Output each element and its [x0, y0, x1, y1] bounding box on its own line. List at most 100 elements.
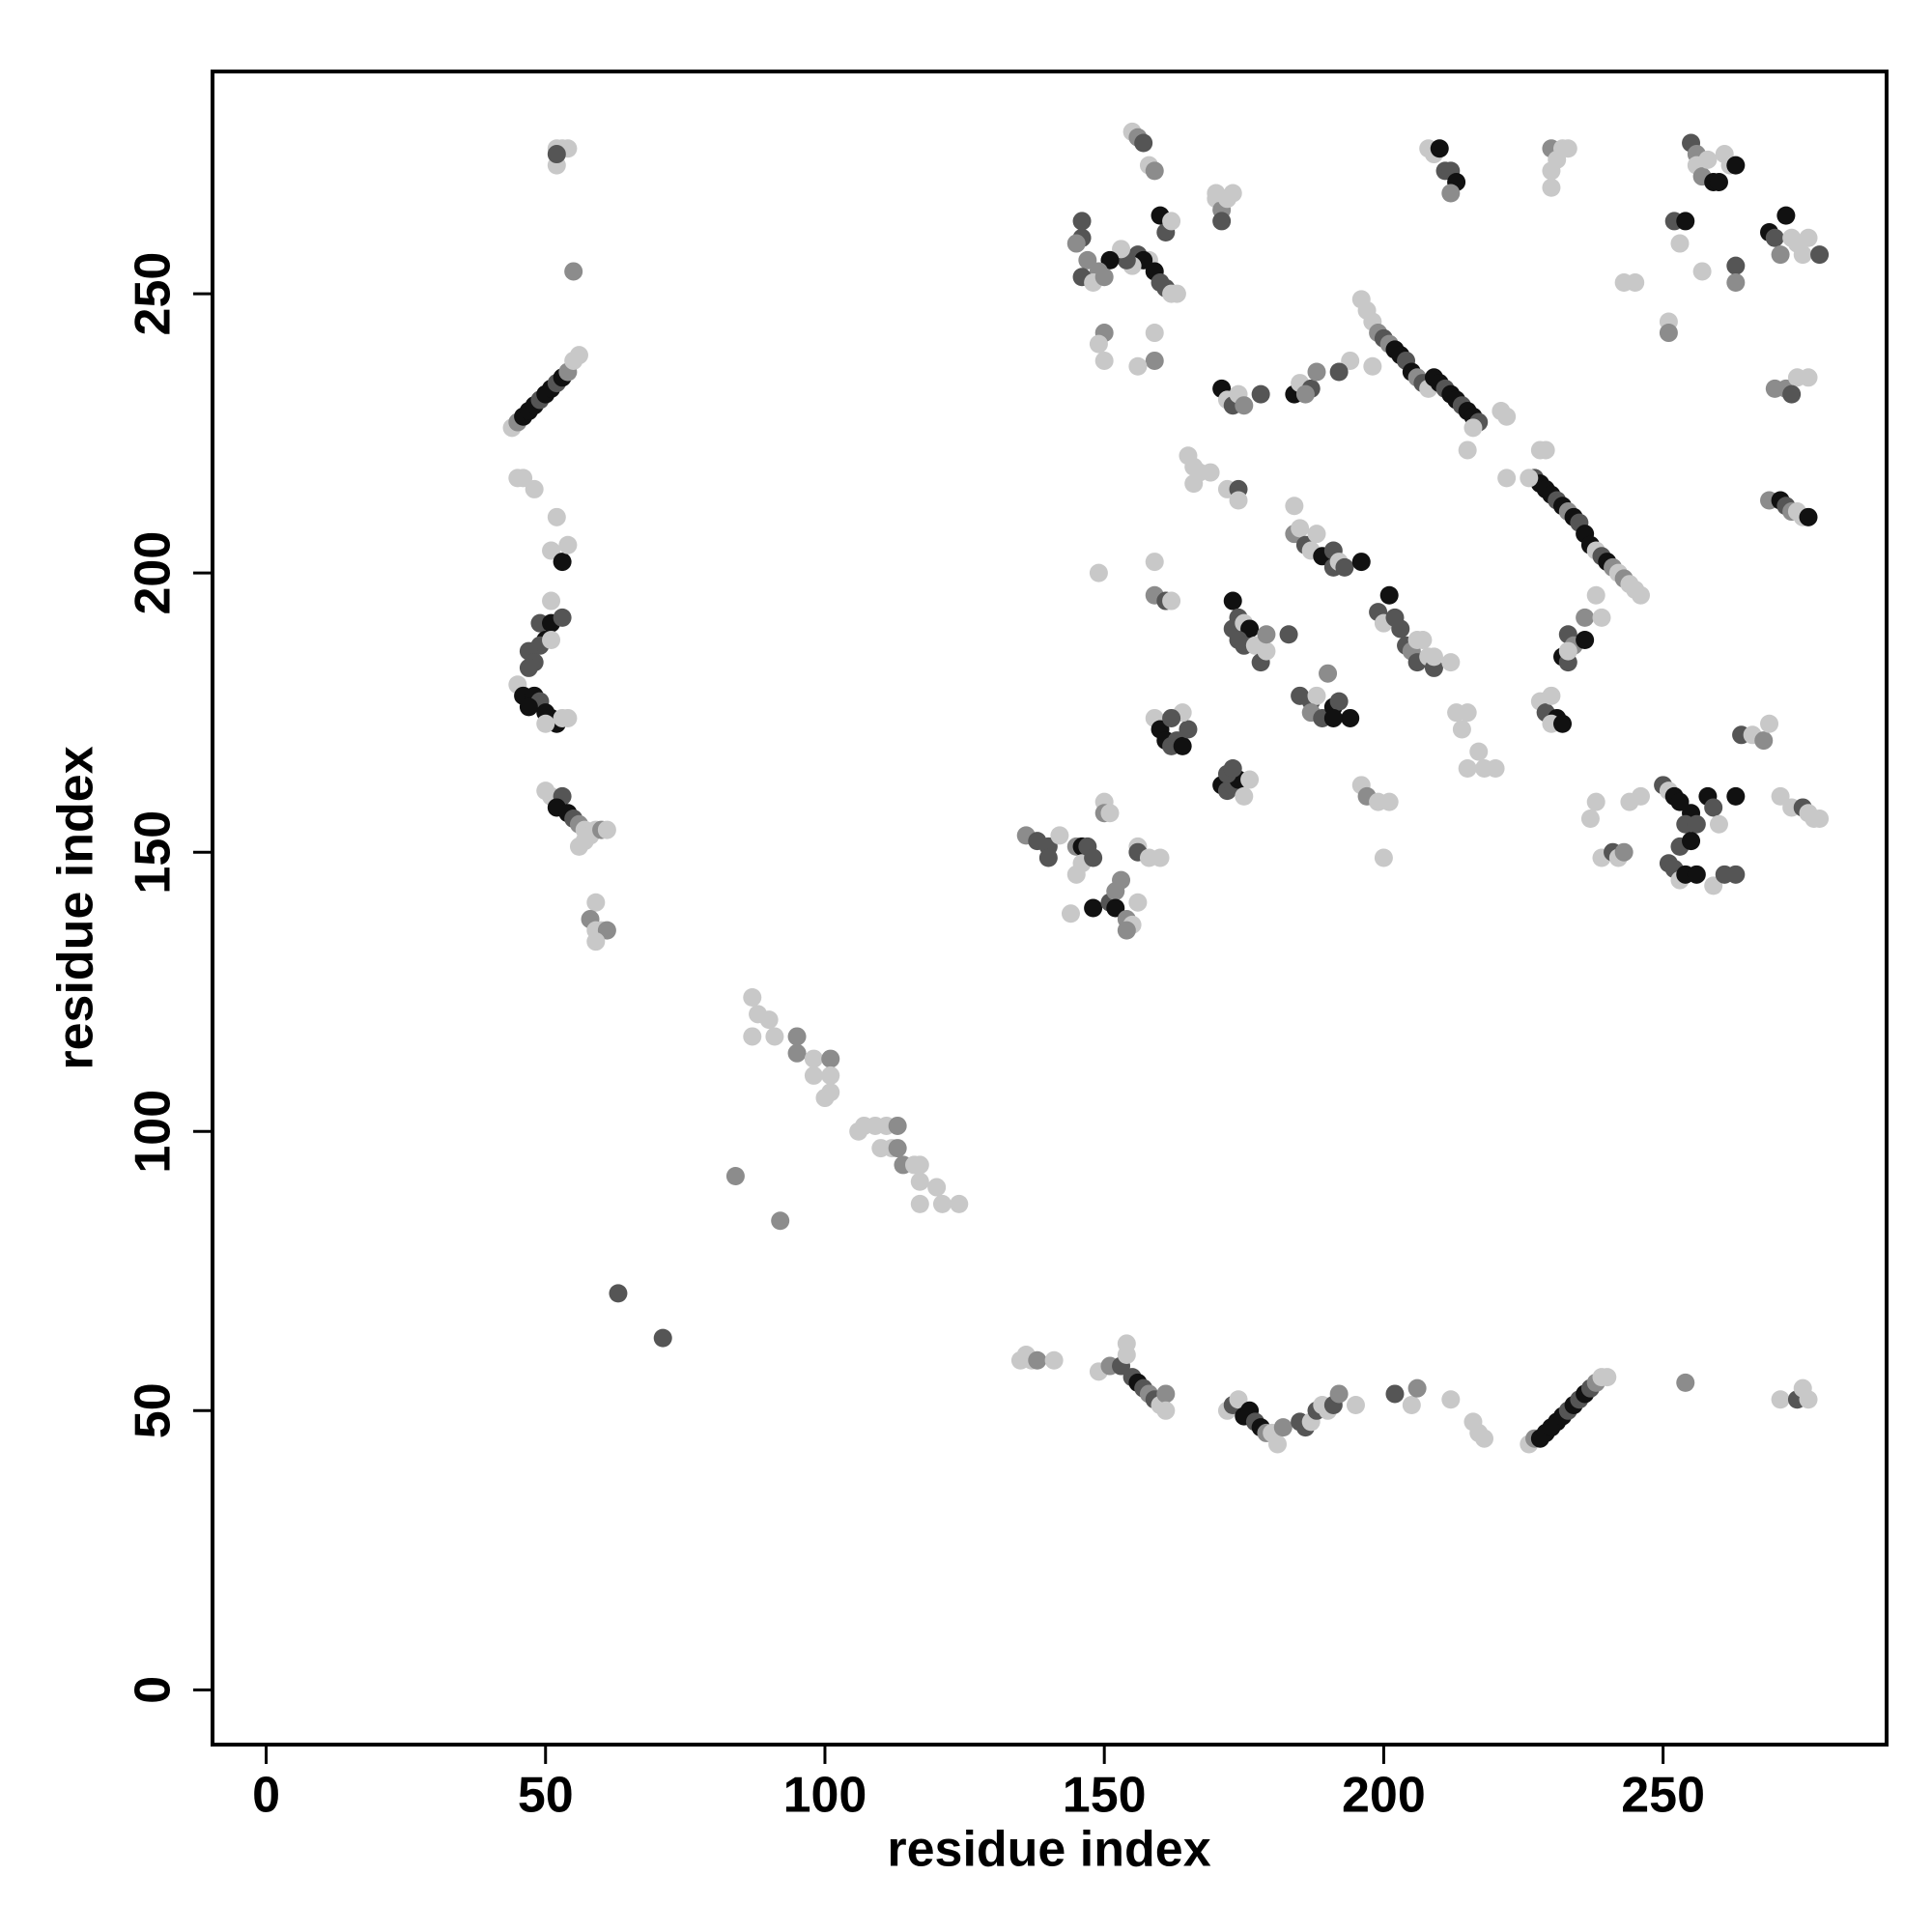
y-axis-label: residue index — [48, 746, 104, 1069]
point — [743, 1027, 762, 1046]
point — [1782, 384, 1802, 404]
point — [1704, 798, 1723, 817]
point — [1413, 631, 1433, 650]
point — [1486, 758, 1505, 778]
point — [1307, 362, 1326, 382]
point — [1084, 898, 1103, 918]
point — [1100, 250, 1120, 270]
point — [1307, 525, 1326, 544]
point — [1145, 324, 1164, 343]
point — [1726, 156, 1746, 175]
point — [1553, 714, 1573, 733]
point — [1402, 1396, 1421, 1415]
point — [514, 469, 533, 488]
point — [1441, 653, 1461, 672]
point — [1089, 563, 1108, 582]
point — [1463, 418, 1483, 438]
point — [1145, 351, 1164, 370]
point — [1223, 591, 1242, 611]
point — [1670, 792, 1690, 811]
point — [1765, 228, 1784, 247]
point — [815, 1089, 835, 1108]
point — [1061, 904, 1080, 923]
point — [1094, 351, 1114, 370]
point — [1626, 273, 1645, 293]
x-tick-label: 200 — [1342, 1768, 1426, 1824]
x-tick-label: 100 — [783, 1768, 867, 1824]
point — [553, 608, 572, 627]
point — [1235, 786, 1254, 806]
point — [1223, 184, 1242, 203]
point — [1151, 848, 1170, 867]
point — [1576, 631, 1595, 650]
y-tick-label: 250 — [126, 252, 182, 336]
point — [1692, 262, 1712, 281]
point — [542, 631, 561, 650]
point — [553, 553, 572, 572]
point — [1229, 491, 1248, 510]
point — [1173, 736, 1192, 755]
point — [1558, 641, 1577, 661]
x-axis-label: residue index — [887, 1822, 1210, 1878]
point — [765, 1027, 784, 1046]
point — [1240, 770, 1260, 789]
point — [1536, 440, 1555, 460]
point — [1760, 714, 1779, 733]
point — [569, 346, 588, 365]
point — [1558, 139, 1577, 158]
point — [1676, 1373, 1695, 1392]
point — [609, 1284, 628, 1303]
point — [1117, 921, 1136, 940]
point — [1112, 870, 1131, 890]
point — [1162, 591, 1181, 611]
point — [1094, 268, 1114, 287]
point — [1044, 1350, 1064, 1370]
point — [1212, 212, 1232, 231]
point — [547, 507, 566, 526]
point — [1379, 792, 1399, 811]
point — [1659, 324, 1678, 343]
point — [1038, 848, 1058, 867]
point — [910, 1155, 929, 1175]
point — [1257, 625, 1276, 644]
point — [597, 921, 616, 940]
point — [1235, 396, 1254, 415]
point — [1631, 585, 1650, 605]
point — [1430, 139, 1449, 158]
point — [1128, 356, 1148, 376]
point — [1050, 826, 1069, 845]
point — [1072, 212, 1092, 231]
point — [1687, 865, 1706, 884]
point — [1179, 720, 1198, 739]
y-tick-label: 200 — [126, 531, 182, 615]
point — [1799, 1390, 1818, 1409]
point — [1771, 786, 1790, 806]
point — [1810, 245, 1830, 265]
y-tick-label: 150 — [126, 810, 182, 895]
point — [1128, 893, 1148, 912]
point — [888, 1116, 907, 1135]
point — [1145, 161, 1164, 181]
point — [1458, 758, 1477, 778]
point — [1201, 463, 1220, 482]
point — [804, 1065, 823, 1085]
point — [1497, 469, 1517, 488]
point — [1670, 234, 1690, 253]
point — [1726, 256, 1746, 275]
point — [1207, 184, 1226, 203]
point — [542, 591, 561, 611]
point — [1319, 664, 1338, 683]
point — [1295, 384, 1315, 404]
x-tick-label: 50 — [518, 1768, 574, 1824]
point — [1576, 608, 1595, 627]
point — [1586, 792, 1605, 811]
point — [1335, 557, 1354, 577]
point — [558, 708, 578, 727]
point — [1346, 1396, 1365, 1415]
point — [1726, 273, 1746, 293]
point — [1379, 585, 1399, 605]
point — [1676, 212, 1695, 231]
point — [1776, 206, 1796, 225]
point — [1598, 1368, 1617, 1387]
